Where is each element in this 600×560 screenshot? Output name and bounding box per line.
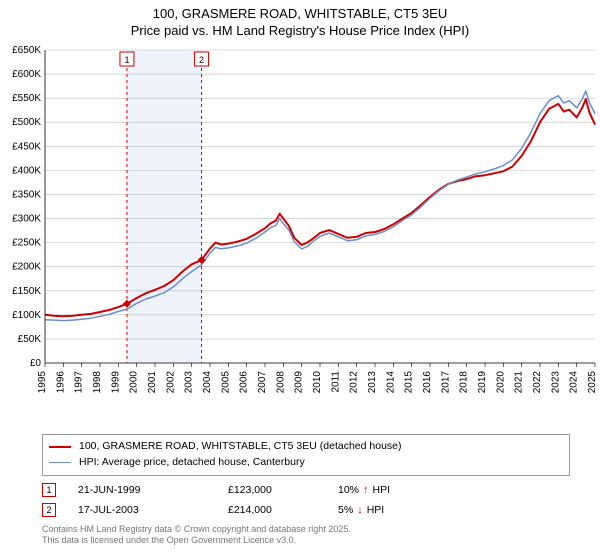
svg-text:2021: 2021 (514, 371, 525, 394)
svg-text:2003: 2003 (184, 371, 195, 394)
svg-text:2007: 2007 (257, 371, 268, 394)
legend-swatch (49, 462, 71, 463)
arrow-icon: ↑ (363, 484, 369, 496)
svg-text:£0: £0 (30, 358, 42, 369)
svg-text:2020: 2020 (495, 371, 506, 394)
chart-area: £0 £50K £100K £150K £200K £250K £300K £350K £400… (0, 38, 600, 428)
legend-row: HPI: Average price, detached house, Cant… (49, 455, 563, 471)
svg-text:£500K: £500K (12, 117, 41, 128)
chart-svg: £0 £50K £100K £150K £200K £250K £300K £350K £400… (0, 38, 600, 428)
svg-text:2002: 2002 (165, 371, 176, 394)
svg-text:1999: 1999 (110, 371, 121, 394)
sale-price: £214,000 (228, 504, 338, 516)
svg-text:2018: 2018 (459, 371, 470, 394)
sales-table: 1 21-JUN-1999£123,00010%↑HPI 2 17-JUL-2003£… (42, 480, 570, 520)
svg-text:2016: 2016 (422, 371, 433, 394)
svg-text:£450K: £450K (12, 141, 41, 152)
chart-container: 100, GRASMERE ROAD, WHITSTABLE, CT5 3EU … (0, 0, 600, 560)
title-subtitle: Price paid vs. HM Land Registry's House … (0, 23, 600, 38)
svg-text:2001: 2001 (147, 371, 158, 394)
legend-label: HPI: Average price, detached house, Cant… (79, 455, 305, 471)
footnote: Contains HM Land Registry data © Crown c… (42, 524, 570, 547)
svg-text:£400K: £400K (12, 165, 41, 176)
legend-swatch (49, 446, 71, 448)
svg-text:1998: 1998 (92, 371, 103, 394)
svg-text:2004: 2004 (202, 371, 213, 394)
sale-date: 17-JUL-2003 (78, 504, 228, 516)
svg-text:£350K: £350K (12, 189, 41, 200)
sale-price: £123,000 (228, 484, 338, 496)
sale-marker: 1 (42, 483, 56, 497)
svg-text:2024: 2024 (569, 371, 580, 394)
svg-text:2012: 2012 (349, 371, 360, 394)
svg-text:2011: 2011 (330, 371, 341, 393)
sale-marker: 2 (42, 503, 56, 517)
legend: 100, GRASMERE ROAD, WHITSTABLE, CT5 3EU … (42, 434, 570, 476)
svg-text:1995: 1995 (37, 371, 48, 394)
sale-row: 2 17-JUL-2003£214,0005%↓HPI (42, 500, 570, 520)
svg-text:£300K: £300K (12, 214, 41, 225)
svg-text:£550K: £550K (12, 93, 41, 104)
svg-text:1: 1 (124, 55, 129, 65)
legend-label: 100, GRASMERE ROAD, WHITSTABLE, CT5 3EU … (79, 439, 402, 455)
svg-text:2000: 2000 (129, 371, 140, 394)
footnote-line1: Contains HM Land Registry data © Crown c… (42, 524, 570, 536)
svg-text:2: 2 (199, 55, 204, 65)
svg-text:2014: 2014 (385, 371, 396, 394)
sale-delta: 10%↑HPI (338, 484, 438, 496)
svg-text:1997: 1997 (74, 371, 85, 394)
svg-text:2009: 2009 (294, 371, 305, 394)
svg-text:2015: 2015 (404, 371, 415, 394)
title-address: 100, GRASMERE ROAD, WHITSTABLE, CT5 3EU (0, 6, 600, 21)
svg-text:2019: 2019 (477, 371, 488, 394)
sale-row: 1 21-JUN-1999£123,00010%↑HPI (42, 480, 570, 500)
title-block: 100, GRASMERE ROAD, WHITSTABLE, CT5 3EU … (0, 0, 600, 38)
arrow-icon: ↓ (357, 504, 363, 516)
svg-text:2025: 2025 (587, 371, 598, 394)
svg-text:2023: 2023 (550, 371, 561, 394)
svg-text:£100K: £100K (12, 310, 41, 321)
svg-text:2006: 2006 (239, 371, 250, 394)
svg-text:2008: 2008 (275, 371, 286, 394)
svg-text:£250K: £250K (12, 238, 41, 249)
footnote-line2: This data is licensed under the Open Gov… (42, 535, 570, 547)
svg-text:2022: 2022 (532, 371, 543, 394)
svg-text:2013: 2013 (367, 371, 378, 394)
svg-text:2005: 2005 (220, 371, 231, 394)
svg-text:£150K: £150K (12, 286, 41, 297)
svg-text:£600K: £600K (12, 69, 41, 80)
svg-text:£650K: £650K (12, 45, 41, 56)
svg-text:2017: 2017 (440, 371, 451, 394)
svg-text:£200K: £200K (12, 262, 41, 273)
sale-date: 21-JUN-1999 (78, 484, 228, 496)
svg-text:1996: 1996 (55, 371, 66, 394)
legend-row: 100, GRASMERE ROAD, WHITSTABLE, CT5 3EU … (49, 439, 563, 455)
sale-delta: 5%↓HPI (338, 504, 438, 516)
svg-text:£50K: £50K (18, 334, 42, 345)
svg-text:2010: 2010 (312, 371, 323, 394)
